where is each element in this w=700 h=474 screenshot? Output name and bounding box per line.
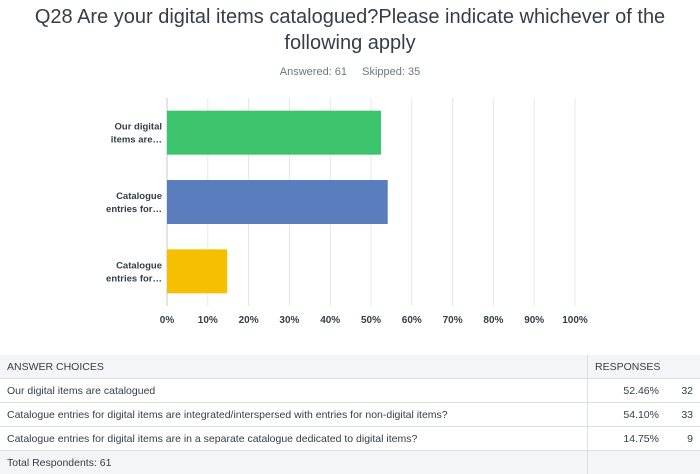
table-row: Catalogue entries for digital items are … <box>0 427 700 451</box>
x-tick-label: 100% <box>562 315 588 326</box>
bar <box>167 180 388 224</box>
x-tick-label: 30% <box>279 315 299 326</box>
category-label: items are… <box>111 135 162 146</box>
x-tick-label: 50% <box>361 315 381 326</box>
x-tick-label: 60% <box>402 315 422 326</box>
total-respondents: Total Respondents: 61 <box>0 451 588 474</box>
x-tick-label: 90% <box>524 315 544 326</box>
responses-header: RESPONSES <box>588 355 700 379</box>
choice-percent: 54.10% <box>588 403 667 427</box>
choice-percent: 52.46% <box>588 379 667 403</box>
table-footer-row: Total Respondents: 61 <box>0 451 700 474</box>
x-tick-label: 10% <box>198 315 218 326</box>
x-tick-label: 70% <box>443 315 463 326</box>
category-label: entries for… <box>106 273 162 284</box>
table-row: Our digital items are catalogued 52.46% … <box>0 379 700 403</box>
choice-text: Catalogue entries for digital items are … <box>0 427 588 451</box>
answer-choices-header: ANSWER CHOICES <box>0 355 588 379</box>
x-tick-label: 0% <box>160 315 175 326</box>
choice-count: 33 <box>666 403 700 427</box>
x-tick-label: 40% <box>320 315 340 326</box>
responses-table: ANSWER CHOICES RESPONSES Our digital ite… <box>0 355 700 474</box>
bar <box>167 249 227 293</box>
table-header-row: ANSWER CHOICES RESPONSES <box>0 355 700 379</box>
category-label: Catalogue <box>116 191 162 202</box>
table-row: Catalogue entries for digital items are … <box>0 403 700 427</box>
choice-text: Catalogue entries for digital items are … <box>0 403 588 427</box>
choice-count: 9 <box>666 427 700 451</box>
bar-chart: 0% 10% 20% 30% 40% 50% 60% 70% 80% 90% 100% Our dig… <box>0 0 700 350</box>
category-label: entries for… <box>106 204 162 215</box>
choice-percent: 14.75% <box>588 427 667 451</box>
choice-count: 32 <box>666 379 700 403</box>
category-label: Catalogue <box>116 260 162 271</box>
bar <box>167 111 381 155</box>
category-label: Our digital <box>115 122 163 133</box>
choice-text: Our digital items are catalogued <box>0 379 588 403</box>
x-tick-label: 20% <box>239 315 259 326</box>
x-tick-label: 80% <box>483 315 503 326</box>
